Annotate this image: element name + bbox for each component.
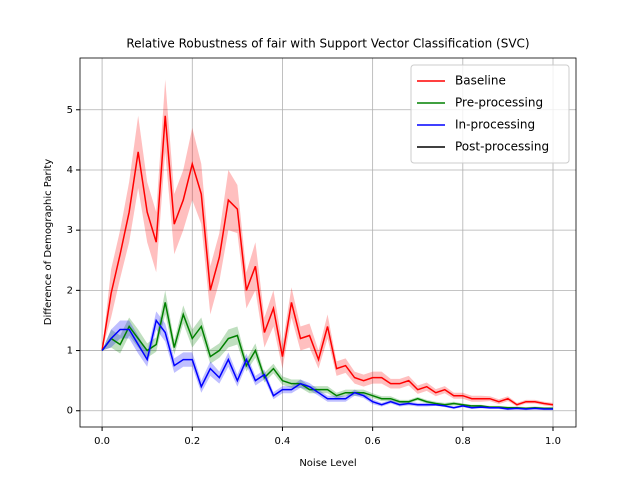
legend: Baseline Pre-processing In-processing Post-… bbox=[410, 64, 570, 164]
y-tick-label: 2 bbox=[67, 285, 73, 296]
x-tick-label: 0.8 bbox=[455, 436, 471, 447]
series-line bbox=[101, 318, 554, 410]
y-axis-label: Difference of Demographic Parity bbox=[43, 159, 54, 326]
y-tick-label: 3 bbox=[67, 225, 73, 236]
x-tick-label: 0.4 bbox=[275, 436, 291, 447]
x-tick-label: 0.2 bbox=[184, 436, 200, 447]
legend-box bbox=[410, 64, 570, 164]
y-tick-label: 0 bbox=[67, 406, 73, 417]
x-axis-label: Noise Level bbox=[299, 458, 356, 469]
legend-label: Post-processing bbox=[455, 140, 549, 154]
legend-label: Baseline bbox=[455, 74, 506, 88]
x-tick-label: 1.0 bbox=[545, 436, 561, 447]
legend-label: In-processing bbox=[455, 118, 535, 132]
chart-title: Relative Robustness of fair with Support… bbox=[126, 37, 529, 51]
legend-label: Pre-processing bbox=[455, 96, 543, 110]
series-line bbox=[101, 115, 554, 406]
series-line bbox=[101, 302, 554, 410]
x-tick-label: 0.0 bbox=[94, 436, 110, 447]
y-tick-label: 4 bbox=[67, 165, 73, 176]
plot-frame bbox=[79, 57, 577, 428]
y-tick-label: 1 bbox=[67, 346, 73, 357]
x-tick-label: 0.6 bbox=[365, 436, 381, 447]
y-tick-label: 5 bbox=[67, 105, 73, 116]
